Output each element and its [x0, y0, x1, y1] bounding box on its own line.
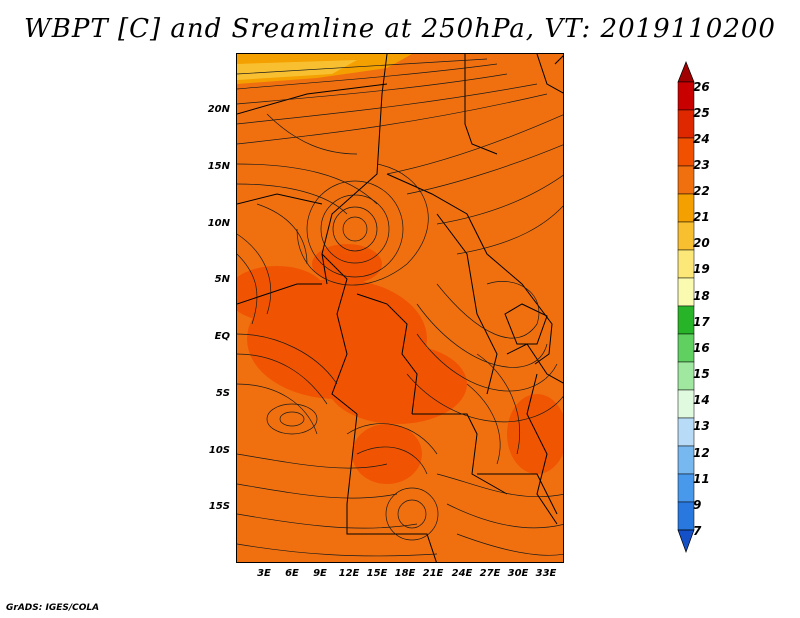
colorbar-segment	[677, 501, 695, 531]
lat-label: 5S	[215, 388, 230, 399]
lat-label: 10N	[207, 218, 230, 229]
lat-label: 20N	[207, 104, 230, 115]
colorbar-segment	[677, 389, 695, 419]
lat-label: 10S	[208, 445, 230, 456]
colorbar-label: 21	[693, 210, 710, 224]
colorbar	[677, 61, 695, 554]
lat-label: EQ	[214, 331, 230, 342]
colorbar-segment	[677, 445, 695, 475]
colorbar-segment	[677, 109, 695, 139]
colorbar-segment	[677, 277, 695, 307]
lon-label: 30E	[507, 568, 529, 579]
colorbar-label: 13	[693, 419, 710, 433]
chart-title: WBPT [C] and Sreamline at 250hPa, VT: 20…	[24, 14, 776, 44]
colorbar-label: 24	[693, 132, 710, 146]
lon-label: 3E	[257, 568, 271, 579]
colorbar-label: 23	[693, 158, 710, 172]
lon-label: 15E	[366, 568, 388, 579]
colorbar-label: 15	[693, 367, 710, 381]
colorbar-segment	[677, 137, 695, 167]
lon-label: 9E	[313, 568, 327, 579]
colorbar-label: 22	[693, 184, 710, 198]
colorbar-label: 17	[693, 315, 710, 329]
colorbar-segment	[677, 193, 695, 223]
colorbar-label: 7	[693, 524, 702, 538]
coastline	[504, 55, 563, 525]
wbpt-field-north-core	[237, 60, 357, 80]
lon-label: 6E	[285, 568, 299, 579]
colorbar-label: 16	[693, 341, 710, 355]
colorbar-segment	[677, 81, 695, 111]
colorbar-segment	[677, 473, 695, 503]
colorbar-label: 11	[693, 472, 710, 486]
colorbar-top-arrow	[677, 61, 695, 83]
lon-label: 24E	[451, 568, 473, 579]
colorbar-bottom-arrow	[677, 529, 695, 554]
map-svg	[237, 54, 563, 562]
lon-label: 33E	[535, 568, 557, 579]
lon-label: 27E	[479, 568, 501, 579]
lon-label: 12E	[338, 568, 360, 579]
grads-footer: GrADS: IGES/COLA	[6, 603, 100, 613]
colorbar-label: 25	[693, 106, 710, 120]
colorbar-label: 14	[693, 393, 710, 407]
colorbar-label: 26	[693, 80, 710, 94]
colorbar-segment	[677, 165, 695, 195]
colorbar-segment	[677, 305, 695, 335]
wbpt-field-warm-areas	[237, 244, 563, 484]
country-borders	[237, 54, 563, 562]
colorbar-segment	[677, 333, 695, 363]
map-panel	[236, 53, 564, 563]
colorbar-segment	[677, 417, 695, 447]
colorbar-label: 19	[693, 262, 710, 276]
lat-label: 15N	[207, 161, 230, 172]
colorbar-segment	[677, 221, 695, 251]
colorbar-label: 20	[693, 236, 710, 250]
colorbar-label: 18	[693, 289, 710, 303]
colorbar-label: 9	[693, 498, 702, 512]
colorbar-segment	[677, 361, 695, 391]
lat-label: 15S	[208, 501, 230, 512]
lat-label: 5N	[214, 274, 230, 285]
lon-label: 21E	[422, 568, 444, 579]
colorbar-label: 12	[693, 446, 710, 460]
lon-label: 18E	[394, 568, 416, 579]
colorbar-segment	[677, 249, 695, 279]
streamlines	[237, 58, 563, 557]
